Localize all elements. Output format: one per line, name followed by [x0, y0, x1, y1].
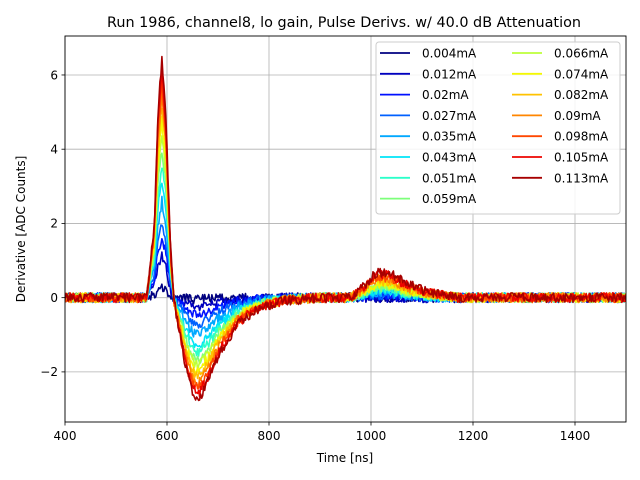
legend-box — [375, 41, 621, 215]
x-axis-ticks: 400 600 800 1000 1200 1400 — [54, 422, 591, 443]
x-tick-label: 1400 — [560, 429, 591, 443]
legend-label: 0.043mA — [422, 151, 477, 165]
x-tick-label: 1000 — [356, 429, 387, 443]
legend-label: 0.098mA — [554, 130, 609, 144]
legend-label: 0.012mA — [422, 67, 477, 81]
y-tick-label: 4 — [50, 143, 58, 157]
data-series — [65, 55, 626, 402]
legend-label: 0.09mA — [554, 109, 601, 123]
legend-label: 0.113mA — [554, 171, 609, 185]
x-tick-label: 400 — [54, 429, 77, 443]
y-tick-label: 2 — [50, 217, 58, 231]
legend-label: 0.059mA — [422, 192, 477, 206]
x-tick-label: 1200 — [458, 429, 489, 443]
y-tick-label: −2 — [40, 365, 58, 379]
legend-label: 0.004mA — [422, 47, 477, 61]
x-axis-label: Time [ns] — [316, 451, 373, 465]
legend: 0.004mA 0.012mA 0.02mA 0.027mA 0.035mA 0.043m… — [375, 41, 621, 215]
series-line-0.113mA — [65, 55, 626, 402]
y-axis-ticks: −2 0 2 4 6 — [40, 68, 65, 379]
x-tick-label: 800 — [258, 429, 281, 443]
legend-label: 0.02mA — [422, 88, 469, 102]
legend-label: 0.066mA — [554, 47, 609, 61]
legend-label: 0.074mA — [554, 67, 609, 81]
y-tick-label: 6 — [50, 68, 58, 82]
plot-frame — [64, 35, 627, 423]
x-tick-label: 600 — [156, 429, 179, 443]
legend-label: 0.082mA — [554, 88, 609, 102]
legend-label: 0.051mA — [422, 171, 477, 185]
legend-label: 0.105mA — [554, 151, 609, 165]
legend-label: 0.035mA — [422, 130, 477, 144]
legend-label: 0.027mA — [422, 109, 477, 123]
y-tick-label: 0 — [50, 291, 58, 305]
chart-title: Run 1986, channel8, lo gain, Pulse Deriv… — [107, 15, 581, 31]
y-axis-label: Derivative [ADC Counts] — [14, 156, 28, 303]
